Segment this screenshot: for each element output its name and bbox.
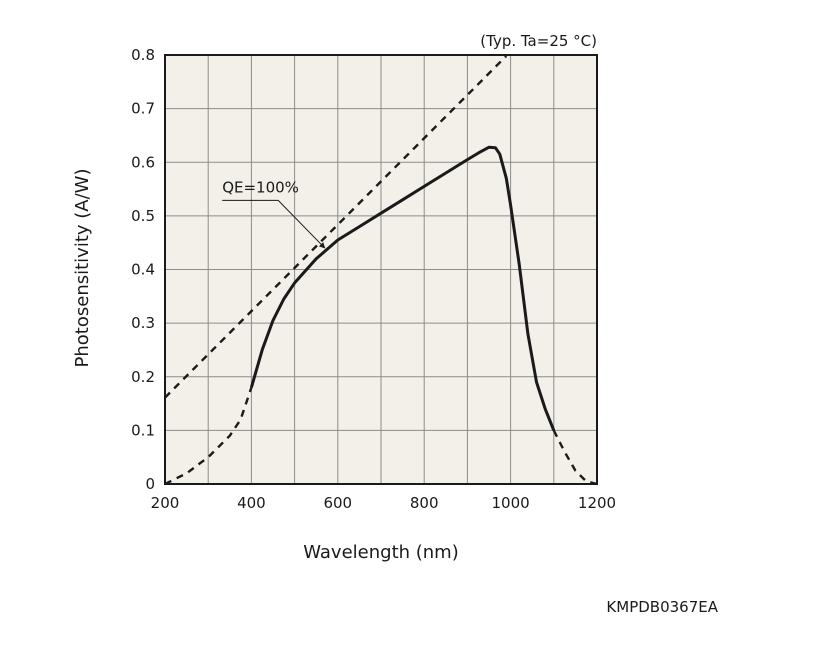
condition-note: (Typ. Ta=25 °C) [480, 32, 597, 50]
qe-100-line [164, 55, 508, 399]
x-tick-label: 600 [323, 494, 352, 512]
photosensitivity-curve-extrapolated [164, 387, 253, 486]
data-series [164, 55, 598, 486]
figure-code: KMPDB0367EA [606, 598, 718, 616]
annotations: QE=100% [222, 178, 326, 249]
y-tick-label: 0 [145, 475, 155, 493]
y-tick-label: 0.5 [131, 207, 155, 225]
plot-frame [164, 54, 598, 485]
photosensitivity-curve [249, 145, 556, 431]
y-tick-label: 0.2 [131, 368, 155, 386]
qe-annotation-label: QE=100% [222, 178, 299, 196]
y-axis-title: Photosensitivity (A/W) [72, 169, 93, 368]
x-tick-label: 1200 [578, 494, 616, 512]
y-tick-label: 0.3 [131, 314, 155, 332]
x-tick-label: 200 [151, 494, 180, 512]
photosensitivity-curve-extrapolated [552, 429, 598, 486]
grid-lines [165, 55, 597, 484]
y-axis-ticks: 0 0.1 0.2 0.3 0.4 0.5 0.6 0.7 0.8 [131, 46, 155, 493]
x-axis-title: Wavelength (nm) [303, 542, 459, 563]
qe-annotation-leader [222, 199, 326, 249]
x-tick-label: 400 [237, 494, 266, 512]
y-tick-label: 0.6 [131, 153, 155, 171]
y-tick-label: 0.7 [131, 100, 155, 118]
x-tick-label: 1000 [492, 494, 530, 512]
y-tick-label: 0.8 [131, 46, 155, 64]
x-tick-label: 800 [410, 494, 439, 512]
y-tick-label: 0.1 [131, 421, 155, 439]
y-tick-label: 0.4 [131, 261, 155, 279]
x-axis-ticks: 200 400 600 800 1000 1200 [151, 494, 616, 512]
